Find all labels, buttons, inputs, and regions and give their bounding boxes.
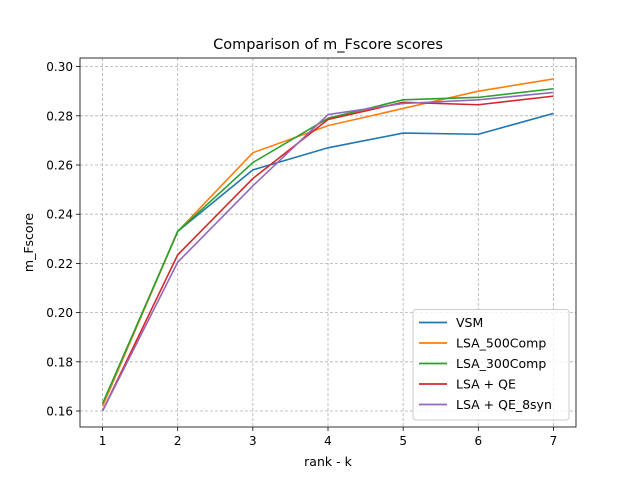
y-tick-label: 0.16 — [46, 405, 73, 419]
y-tick-label: 0.22 — [46, 257, 73, 271]
legend-label: LSA + QE_8syn — [456, 397, 552, 412]
y-tick-label: 0.24 — [46, 208, 73, 222]
x-tick-label: 1 — [99, 434, 107, 448]
series-line-4 — [101, 91, 554, 412]
legend-label: VSM — [456, 315, 483, 330]
chart-title: Comparison of m_Fscore scores — [213, 37, 443, 53]
legend-box — [412, 309, 570, 421]
series-layer — [101, 78, 554, 412]
legend-label: LSA + QE — [456, 377, 516, 392]
x-tick-label: 3 — [249, 434, 257, 448]
legend: VSM LSA_500Comp LSA_300Comp LSA + QE LSA + Q… — [412, 309, 570, 421]
x-tick-label: 4 — [324, 434, 332, 448]
y-tick-label: 0.26 — [46, 159, 73, 173]
series-line-3 — [101, 95, 554, 412]
y-tick-label: 0.28 — [46, 109, 73, 123]
x-tick-label: 6 — [474, 434, 482, 448]
x-axis: 1 2 3 4 5 6 7 — [99, 427, 558, 448]
x-tick-label: 7 — [550, 434, 558, 448]
y-tick-label: 0.20 — [46, 306, 73, 320]
x-axis-label: rank - k — [304, 454, 352, 469]
series-line-2 — [101, 87, 554, 404]
x-tick-label: 2 — [174, 434, 182, 448]
y-axis: 0.16 0.18 0.20 0.22 0.24 0.26 0.28 0.30 — [46, 60, 80, 419]
y-tick-label: 0.30 — [46, 60, 73, 74]
x-tick-label: 5 — [399, 434, 407, 448]
legend-label: LSA_300Comp — [456, 356, 546, 371]
legend-label: LSA_500Comp — [456, 336, 546, 351]
y-axis-label: m_Fscore — [21, 213, 36, 273]
y-tick-label: 0.18 — [46, 355, 73, 369]
